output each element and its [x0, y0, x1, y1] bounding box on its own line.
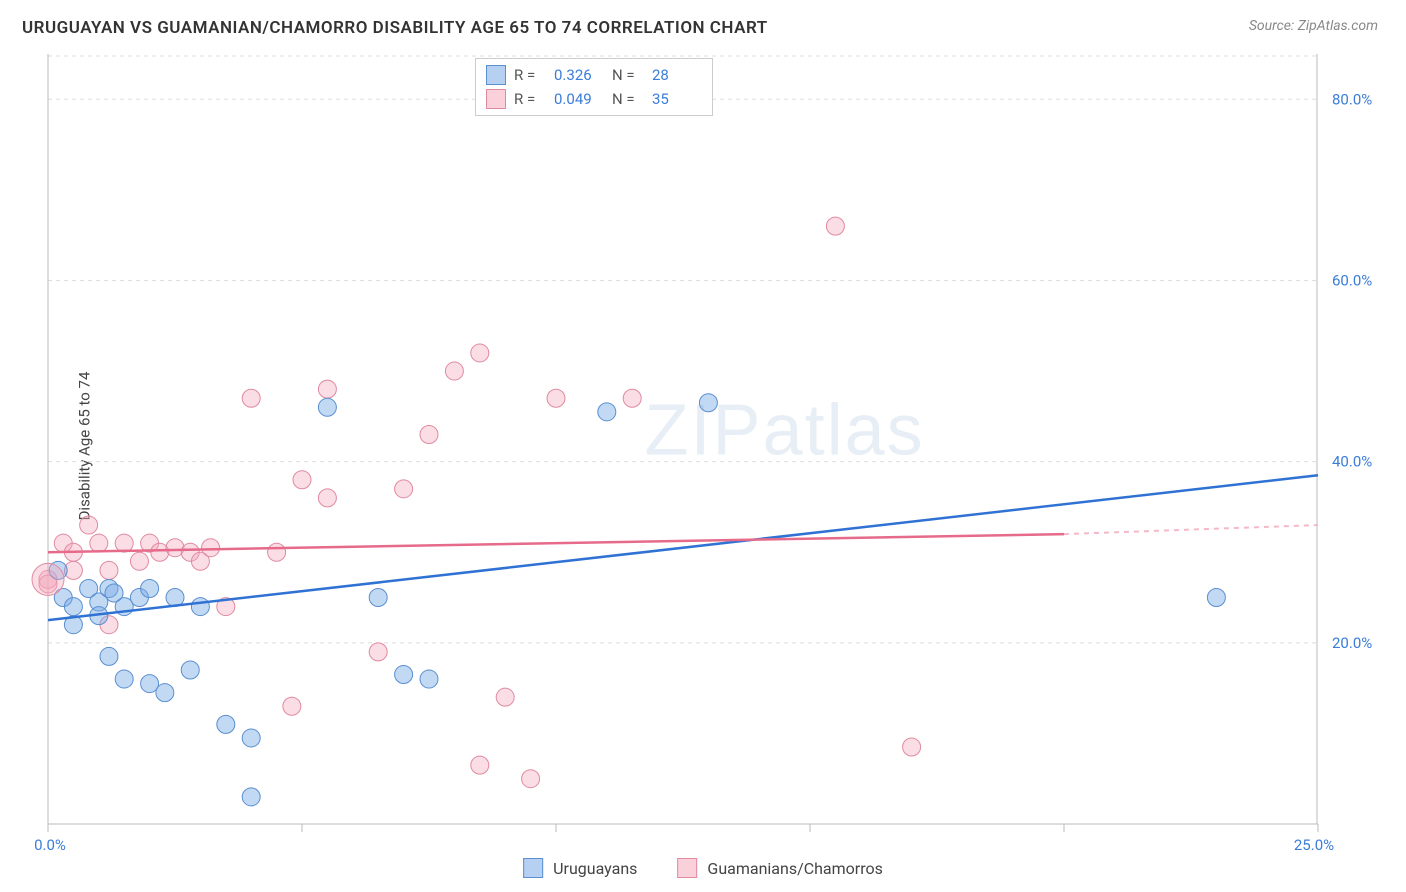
- data-point: [623, 389, 641, 407]
- data-point: [90, 534, 108, 552]
- legend-item: Uruguayans: [523, 858, 637, 878]
- legend-series: Uruguayans Guamanians/Chamorros: [523, 858, 883, 878]
- data-point: [141, 579, 159, 597]
- data-point: [242, 389, 260, 407]
- r-value: 0.049: [554, 87, 604, 111]
- data-point: [115, 534, 133, 552]
- data-point: [268, 543, 286, 561]
- watermark: ZIPatlas: [645, 390, 925, 470]
- data-point: [105, 584, 123, 602]
- data-point: [471, 344, 489, 362]
- legend-correlation: R = 0.326 N = 28 R = 0.049 N = 35: [475, 58, 713, 116]
- data-point: [369, 589, 387, 607]
- x-tick-label: 0.0%: [34, 836, 66, 854]
- data-point: [395, 666, 413, 684]
- data-point: [318, 380, 336, 398]
- legend-swatch: [677, 858, 697, 878]
- data-point: [32, 563, 64, 595]
- data-point: [598, 403, 616, 421]
- legend-swatch: [486, 65, 506, 85]
- data-point: [80, 516, 98, 534]
- data-point: [369, 643, 387, 661]
- data-point: [826, 217, 844, 235]
- data-point: [420, 425, 438, 443]
- n-value: 28: [652, 63, 702, 87]
- trend-line-pink-extrapolated: [1064, 525, 1318, 534]
- data-point: [217, 715, 235, 733]
- legend-label: Guamanians/Chamorros: [707, 859, 882, 878]
- data-point: [242, 788, 260, 806]
- data-point: [100, 647, 118, 665]
- y-tick-label: 40.0%: [1332, 453, 1372, 471]
- r-value: 0.326: [554, 63, 604, 87]
- legend-row: R = 0.049 N = 35: [486, 87, 702, 111]
- data-point: [191, 598, 209, 616]
- data-point: [115, 670, 133, 688]
- data-point: [1207, 589, 1225, 607]
- plot-area: 0.0%25.0%20.0%40.0%60.0%80.0%ZIPatlas: [48, 54, 1318, 824]
- legend-swatch: [486, 89, 506, 109]
- data-point: [699, 394, 717, 412]
- y-tick-label: 20.0%: [1332, 634, 1372, 652]
- data-point: [547, 389, 565, 407]
- data-point: [420, 670, 438, 688]
- x-tick-label: 25.0%: [1294, 836, 1334, 854]
- r-label: R =: [514, 63, 546, 87]
- data-point: [445, 362, 463, 380]
- data-point: [395, 480, 413, 498]
- data-point: [202, 539, 220, 557]
- scatter-svg: 0.0%25.0%20.0%40.0%60.0%80.0%ZIPatlas: [48, 54, 1318, 824]
- data-point: [130, 552, 148, 570]
- y-tick-label: 80.0%: [1332, 90, 1372, 108]
- legend-item: Guamanians/Chamorros: [677, 858, 882, 878]
- data-point: [181, 661, 199, 679]
- n-label: N =: [612, 87, 644, 111]
- n-label: N =: [612, 63, 644, 87]
- y-tick-label: 60.0%: [1332, 271, 1372, 289]
- data-point: [100, 561, 118, 579]
- data-point: [64, 598, 82, 616]
- data-point: [156, 684, 174, 702]
- trend-line-pink: [48, 534, 1064, 552]
- data-point: [903, 738, 921, 756]
- legend-row: R = 0.326 N = 28: [486, 63, 702, 87]
- data-point: [283, 697, 301, 715]
- chart-title: URUGUAYAN VS GUAMANIAN/CHAMORRO DISABILI…: [22, 18, 768, 38]
- r-label: R =: [514, 87, 546, 111]
- data-point: [293, 471, 311, 489]
- data-point: [522, 770, 540, 788]
- data-point: [318, 489, 336, 507]
- data-point: [318, 398, 336, 416]
- data-point: [242, 729, 260, 747]
- n-value: 35: [652, 87, 702, 111]
- data-point: [496, 688, 514, 706]
- source-label: Source: ZipAtlas.com: [1249, 18, 1378, 34]
- data-point: [471, 756, 489, 774]
- legend-swatch: [523, 858, 543, 878]
- legend-label: Uruguayans: [553, 859, 637, 878]
